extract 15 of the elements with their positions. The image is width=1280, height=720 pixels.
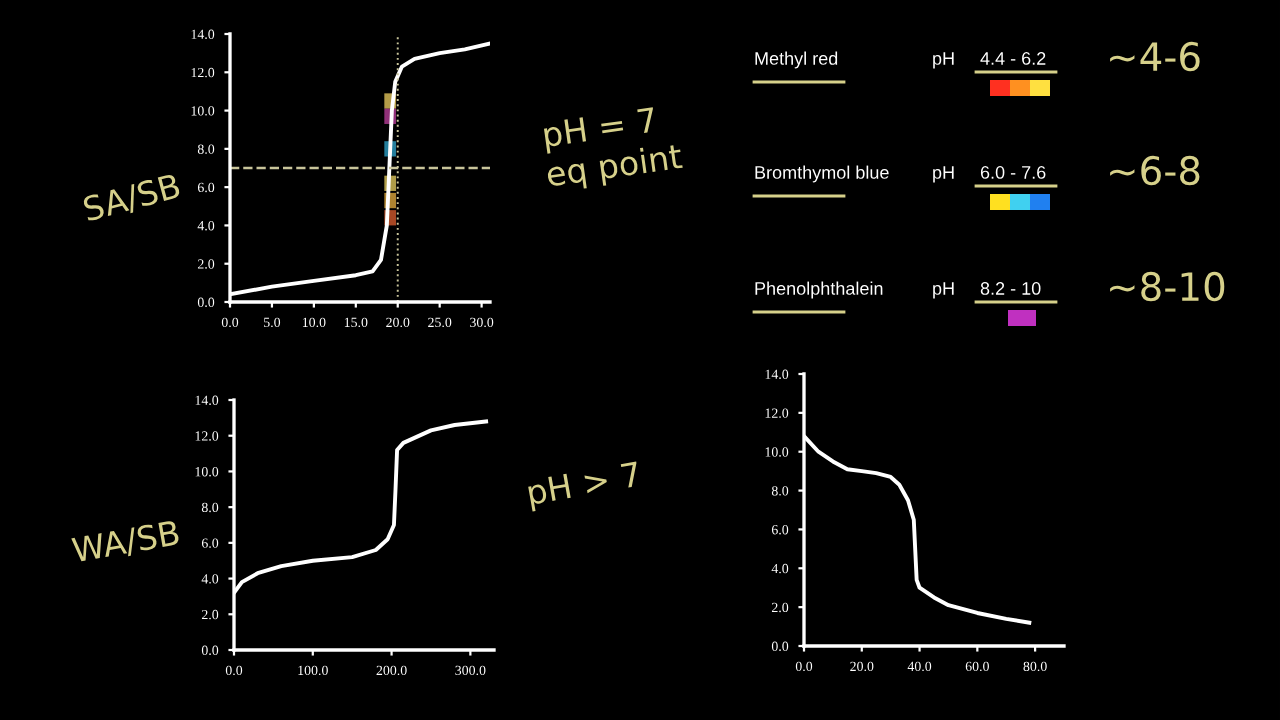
- text: ~4-6: [1110, 41, 1200, 72]
- text: Bromthymol blue: [755, 165, 889, 183]
- text: Phenolphthalein: [755, 281, 883, 299]
- text: 8.2 - 10: [980, 282, 1041, 295]
- text: SA/SB: [82, 172, 182, 225]
- text: 4.4 - 6.2: [980, 52, 1046, 65]
- text: pH: [933, 52, 954, 69]
- text: pH > 7: [527, 461, 642, 512]
- text: Methyl red: [755, 51, 838, 69]
- text: ~8-10: [1110, 271, 1225, 302]
- text: WA/SB: [71, 519, 181, 566]
- text: pH: [933, 166, 954, 183]
- text: 6.0 - 7.6: [980, 166, 1046, 179]
- text: ~6-8: [1110, 155, 1200, 186]
- text: pH: [933, 282, 954, 299]
